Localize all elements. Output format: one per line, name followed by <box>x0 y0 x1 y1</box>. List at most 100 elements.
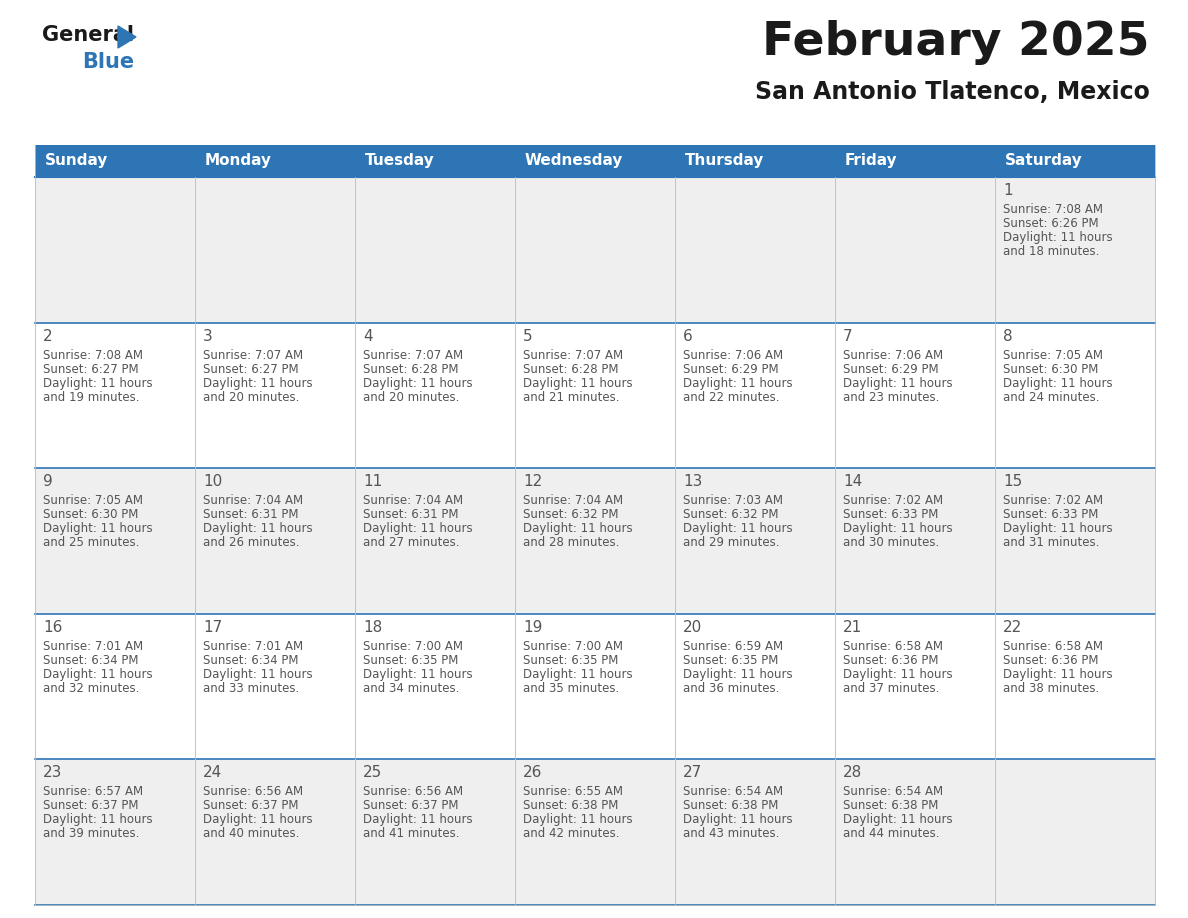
Text: Sunrise: 6:59 AM: Sunrise: 6:59 AM <box>683 640 783 653</box>
Text: and 34 minutes.: and 34 minutes. <box>364 682 460 695</box>
Text: Sunrise: 7:04 AM: Sunrise: 7:04 AM <box>203 494 303 508</box>
Text: General: General <box>42 25 134 45</box>
Text: Sunset: 6:36 PM: Sunset: 6:36 PM <box>843 654 939 666</box>
Text: 4: 4 <box>364 329 373 343</box>
Bar <box>34 614 1155 759</box>
Text: 26: 26 <box>523 766 543 780</box>
Text: Daylight: 11 hours: Daylight: 11 hours <box>843 376 953 389</box>
Text: Wednesday: Wednesday <box>525 153 624 169</box>
Text: and 23 minutes.: and 23 minutes. <box>843 390 940 404</box>
Text: Sunset: 6:34 PM: Sunset: 6:34 PM <box>43 654 139 666</box>
Text: Sunset: 6:34 PM: Sunset: 6:34 PM <box>203 654 298 666</box>
Text: and 20 minutes.: and 20 minutes. <box>203 390 299 404</box>
Text: and 35 minutes.: and 35 minutes. <box>523 682 619 695</box>
Text: and 37 minutes.: and 37 minutes. <box>843 682 940 695</box>
Polygon shape <box>118 26 135 48</box>
Text: Sunrise: 7:02 AM: Sunrise: 7:02 AM <box>1003 494 1104 508</box>
Text: 9: 9 <box>43 475 52 489</box>
Text: and 32 minutes.: and 32 minutes. <box>43 682 139 695</box>
Text: 8: 8 <box>1003 329 1012 343</box>
Text: Sunset: 6:31 PM: Sunset: 6:31 PM <box>364 509 459 521</box>
Text: and 31 minutes.: and 31 minutes. <box>1003 536 1099 549</box>
Text: Sunrise: 6:57 AM: Sunrise: 6:57 AM <box>43 786 143 799</box>
Text: Sunset: 6:35 PM: Sunset: 6:35 PM <box>523 654 619 666</box>
Text: Blue: Blue <box>82 52 134 72</box>
Text: Sunrise: 6:55 AM: Sunrise: 6:55 AM <box>523 786 623 799</box>
Text: Sunset: 6:27 PM: Sunset: 6:27 PM <box>43 363 139 375</box>
Text: Sunrise: 6:58 AM: Sunrise: 6:58 AM <box>1003 640 1102 653</box>
Bar <box>34 177 1155 322</box>
Bar <box>34 145 1155 177</box>
Text: Sunset: 6:36 PM: Sunset: 6:36 PM <box>1003 654 1099 666</box>
Text: Sunrise: 7:07 AM: Sunrise: 7:07 AM <box>364 349 463 362</box>
Text: Sunset: 6:33 PM: Sunset: 6:33 PM <box>1003 509 1099 521</box>
Text: Daylight: 11 hours: Daylight: 11 hours <box>523 522 633 535</box>
Text: Sunrise: 6:56 AM: Sunrise: 6:56 AM <box>203 786 303 799</box>
Text: 15: 15 <box>1003 475 1022 489</box>
Text: and 36 minutes.: and 36 minutes. <box>683 682 779 695</box>
Text: Daylight: 11 hours: Daylight: 11 hours <box>203 376 312 389</box>
Text: Sunset: 6:27 PM: Sunset: 6:27 PM <box>203 363 298 375</box>
Text: 28: 28 <box>843 766 862 780</box>
Text: Sunset: 6:30 PM: Sunset: 6:30 PM <box>43 509 138 521</box>
Text: 14: 14 <box>843 475 862 489</box>
Text: and 22 minutes.: and 22 minutes. <box>683 390 779 404</box>
Text: Sunset: 6:32 PM: Sunset: 6:32 PM <box>683 509 778 521</box>
Text: Sunrise: 7:00 AM: Sunrise: 7:00 AM <box>364 640 463 653</box>
Text: Sunrise: 7:01 AM: Sunrise: 7:01 AM <box>43 640 143 653</box>
Text: Daylight: 11 hours: Daylight: 11 hours <box>1003 522 1113 535</box>
Text: Sunset: 6:37 PM: Sunset: 6:37 PM <box>364 800 459 812</box>
Text: Daylight: 11 hours: Daylight: 11 hours <box>843 813 953 826</box>
Text: Sunrise: 7:07 AM: Sunrise: 7:07 AM <box>523 349 624 362</box>
Text: Sunrise: 6:58 AM: Sunrise: 6:58 AM <box>843 640 943 653</box>
Text: Sunrise: 7:05 AM: Sunrise: 7:05 AM <box>1003 349 1102 362</box>
Text: Tuesday: Tuesday <box>365 153 435 169</box>
Text: Sunset: 6:32 PM: Sunset: 6:32 PM <box>523 509 619 521</box>
Text: and 28 minutes.: and 28 minutes. <box>523 536 619 549</box>
Bar <box>34 322 1155 468</box>
Text: and 41 minutes.: and 41 minutes. <box>364 827 460 840</box>
Text: and 25 minutes.: and 25 minutes. <box>43 536 139 549</box>
Text: and 40 minutes.: and 40 minutes. <box>203 827 299 840</box>
Text: Daylight: 11 hours: Daylight: 11 hours <box>364 522 473 535</box>
Text: Sunrise: 7:04 AM: Sunrise: 7:04 AM <box>364 494 463 508</box>
Text: Thursday: Thursday <box>685 153 764 169</box>
Text: Daylight: 11 hours: Daylight: 11 hours <box>364 376 473 389</box>
Text: Daylight: 11 hours: Daylight: 11 hours <box>683 813 792 826</box>
Text: Daylight: 11 hours: Daylight: 11 hours <box>683 522 792 535</box>
Text: Daylight: 11 hours: Daylight: 11 hours <box>523 813 633 826</box>
Text: and 38 minutes.: and 38 minutes. <box>1003 682 1099 695</box>
Text: Daylight: 11 hours: Daylight: 11 hours <box>364 667 473 681</box>
Text: February 2025: February 2025 <box>763 20 1150 65</box>
Text: 17: 17 <box>203 620 222 635</box>
Text: and 39 minutes.: and 39 minutes. <box>43 827 139 840</box>
Text: Friday: Friday <box>845 153 898 169</box>
Text: Daylight: 11 hours: Daylight: 11 hours <box>203 522 312 535</box>
Text: Sunrise: 7:08 AM: Sunrise: 7:08 AM <box>1003 203 1102 216</box>
Text: Daylight: 11 hours: Daylight: 11 hours <box>843 667 953 681</box>
Text: Sunrise: 7:07 AM: Sunrise: 7:07 AM <box>203 349 303 362</box>
Text: Daylight: 11 hours: Daylight: 11 hours <box>43 813 152 826</box>
Text: Sunset: 6:30 PM: Sunset: 6:30 PM <box>1003 363 1099 375</box>
Text: Sunset: 6:35 PM: Sunset: 6:35 PM <box>364 654 459 666</box>
Bar <box>34 759 1155 905</box>
Text: 24: 24 <box>203 766 222 780</box>
Text: 1: 1 <box>1003 183 1012 198</box>
Text: 22: 22 <box>1003 620 1022 635</box>
Text: 13: 13 <box>683 475 702 489</box>
Text: Sunrise: 7:02 AM: Sunrise: 7:02 AM <box>843 494 943 508</box>
Text: Sunrise: 7:05 AM: Sunrise: 7:05 AM <box>43 494 143 508</box>
Text: Sunrise: 6:54 AM: Sunrise: 6:54 AM <box>843 786 943 799</box>
Text: Daylight: 11 hours: Daylight: 11 hours <box>523 376 633 389</box>
Text: 3: 3 <box>203 329 213 343</box>
Text: Daylight: 11 hours: Daylight: 11 hours <box>203 667 312 681</box>
Text: Sunset: 6:29 PM: Sunset: 6:29 PM <box>843 363 939 375</box>
Text: Daylight: 11 hours: Daylight: 11 hours <box>1003 376 1113 389</box>
Text: 7: 7 <box>843 329 853 343</box>
Text: and 42 minutes.: and 42 minutes. <box>523 827 619 840</box>
Text: Sunset: 6:28 PM: Sunset: 6:28 PM <box>523 363 619 375</box>
Text: 10: 10 <box>203 475 222 489</box>
Text: 19: 19 <box>523 620 543 635</box>
Text: Sunset: 6:33 PM: Sunset: 6:33 PM <box>843 509 939 521</box>
Text: 11: 11 <box>364 475 383 489</box>
